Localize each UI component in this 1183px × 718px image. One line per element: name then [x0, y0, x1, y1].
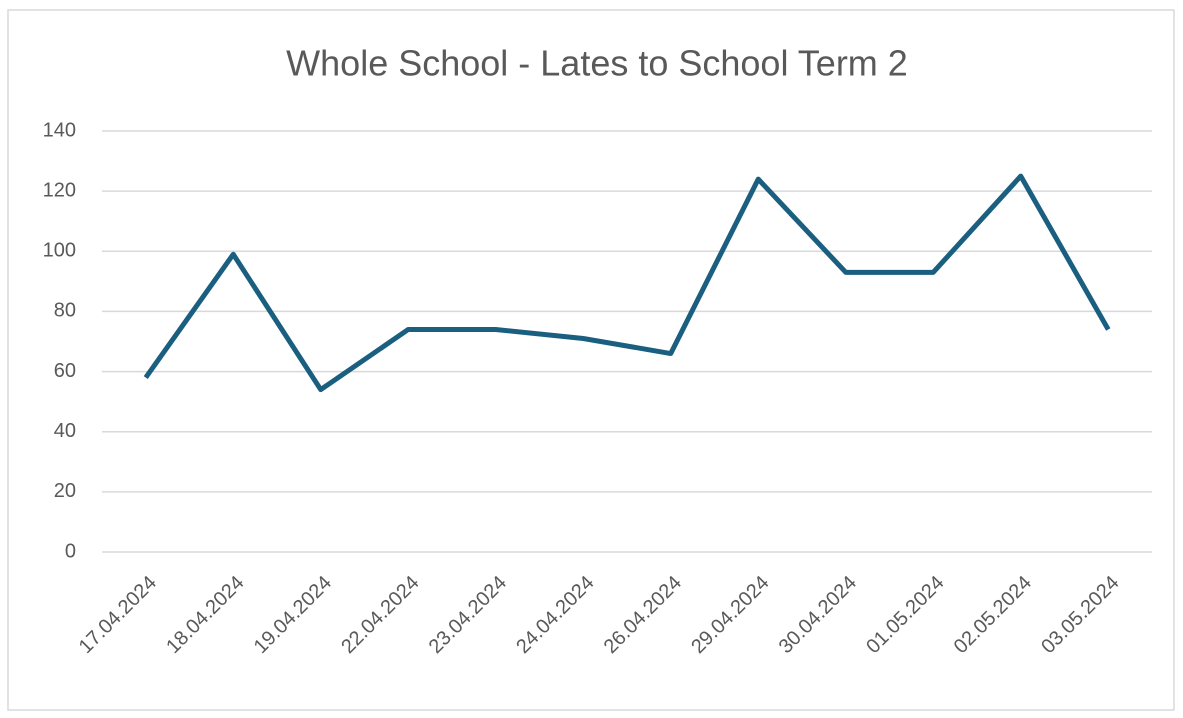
data-line: [143, 173, 1111, 393]
y-tick-label: 120: [43, 179, 76, 201]
y-tick-label: 20: [54, 480, 76, 502]
y-tick-label: 100: [43, 240, 76, 262]
chart-title: Whole School - Lates to School Term 2: [286, 43, 908, 84]
y-tick-label: 40: [54, 420, 76, 442]
chart-border: [7, 9, 1175, 711]
y-tick-label: 0: [65, 540, 76, 562]
y-tick-label: 140: [43, 119, 76, 141]
y-tick-label: 60: [54, 360, 76, 382]
y-tick-label: 80: [54, 300, 76, 322]
